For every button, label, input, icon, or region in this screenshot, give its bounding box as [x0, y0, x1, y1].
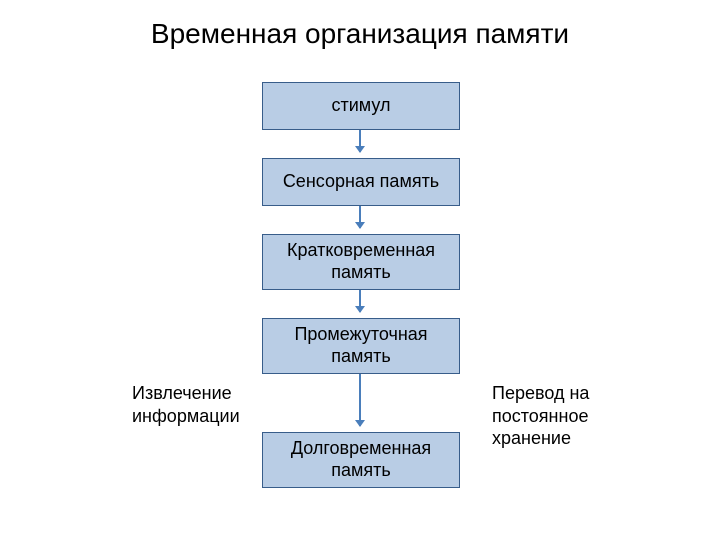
flow-arrow-1: [359, 130, 361, 152]
flow-node-n2: Сенсорная память: [262, 158, 460, 206]
flow-node-n1: стимул: [262, 82, 460, 130]
diagram-title: Временная организация памяти: [0, 18, 720, 50]
flow-node-n3: Кратковременная память: [262, 234, 460, 290]
flow-node-n5: Долговременная память: [262, 432, 460, 488]
flow-node-n4: Промежуточная память: [262, 318, 460, 374]
flow-arrow-4: [359, 374, 361, 426]
flow-arrow-3: [359, 290, 361, 312]
side-label-right: Перевод на постоянное хранение: [492, 382, 589, 450]
flow-arrow-2: [359, 206, 361, 228]
side-label-left: Извлечение информации: [132, 382, 240, 427]
